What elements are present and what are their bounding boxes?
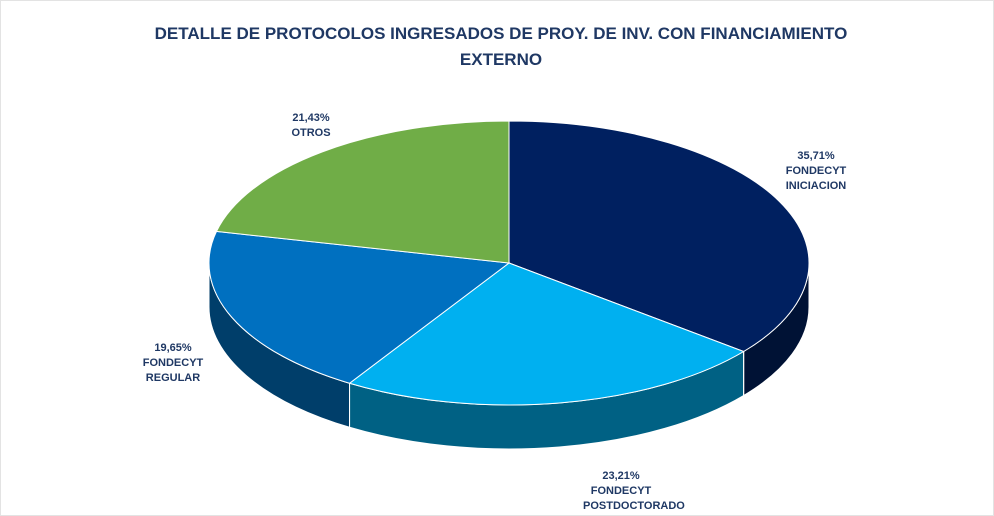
value-label: 21,43%	[292, 112, 330, 124]
data-label: 23,21% FONDECYT POSTDOCTORADO	[561, 469, 685, 514]
data-label: 35,71% FONDECYT INICIACION	[756, 149, 876, 194]
category-label: FONDECYT POSTDOCTORADO	[583, 485, 685, 512]
category-label: FONDECYT INICIACION	[785, 165, 847, 192]
chart-title: DETALLE DE PROTOCOLOS INGRESADOS DE PROY…	[154, 24, 848, 69]
value-label: 35,71%	[797, 150, 835, 162]
pie-slice	[508, 120, 810, 353]
value-label: 19,65%	[154, 342, 192, 354]
pie-slice	[348, 262, 745, 406]
category-label: OTROS	[291, 127, 331, 139]
data-label: 21,43% OTROS	[251, 111, 371, 141]
pie-slice	[208, 230, 511, 384]
pie-slice	[215, 120, 510, 264]
category-label: FONDECYT REGULAR	[142, 357, 204, 384]
value-label: 23,21%	[602, 470, 640, 482]
data-label: 19,65% FONDECYT REGULAR	[113, 341, 233, 386]
